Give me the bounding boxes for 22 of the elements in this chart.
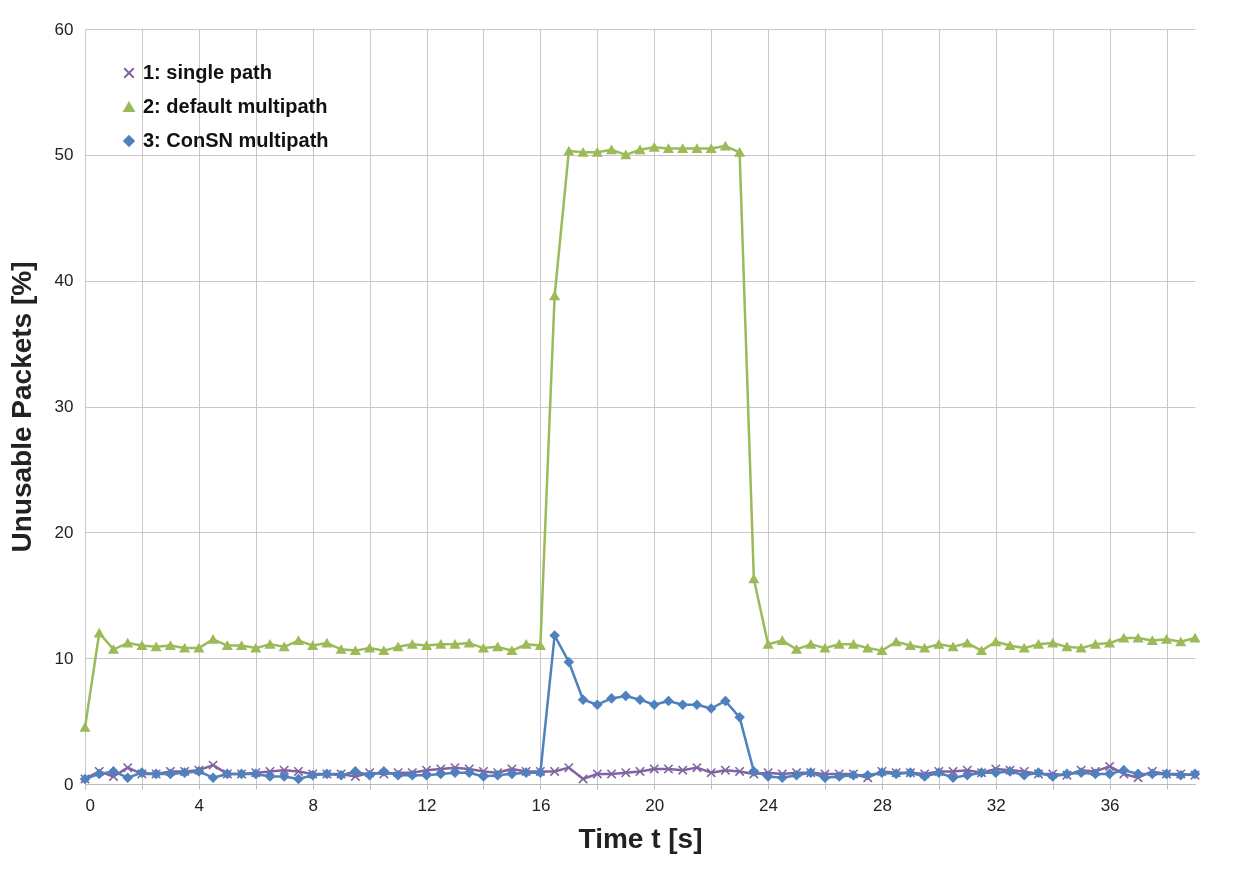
y-tick-label: 10 xyxy=(54,648,74,668)
x-tick-label: 0 xyxy=(85,795,95,815)
x-tick-label: 16 xyxy=(531,795,551,815)
x-tick-label: 32 xyxy=(986,795,1006,815)
x-tick-label: 28 xyxy=(872,795,892,815)
x-tick-label: 36 xyxy=(1100,795,1120,815)
x-tick-label: 12 xyxy=(417,795,437,815)
y-tick-label: 60 xyxy=(54,19,74,39)
y-tick-label: 30 xyxy=(54,397,74,416)
x-tick-label: 20 xyxy=(645,795,665,815)
x-tick-label: 24 xyxy=(759,795,779,815)
y-tick-label: 40 xyxy=(54,271,74,291)
x-axis-title: Time t [s] xyxy=(578,822,703,854)
x-tick-label: 8 xyxy=(308,795,318,815)
y-tick-label: 0 xyxy=(64,774,74,794)
x-tick-label: 4 xyxy=(194,795,205,815)
legend-label: 1: single path xyxy=(143,61,272,83)
y-axis-title: Unusable Packets [%] xyxy=(5,261,37,553)
y-tick-label: 50 xyxy=(54,145,74,165)
legend-label: 3: ConSN multipath xyxy=(143,129,329,151)
y-tick-label: 20 xyxy=(54,522,74,542)
legend-label: 2: default multipath xyxy=(143,95,328,117)
